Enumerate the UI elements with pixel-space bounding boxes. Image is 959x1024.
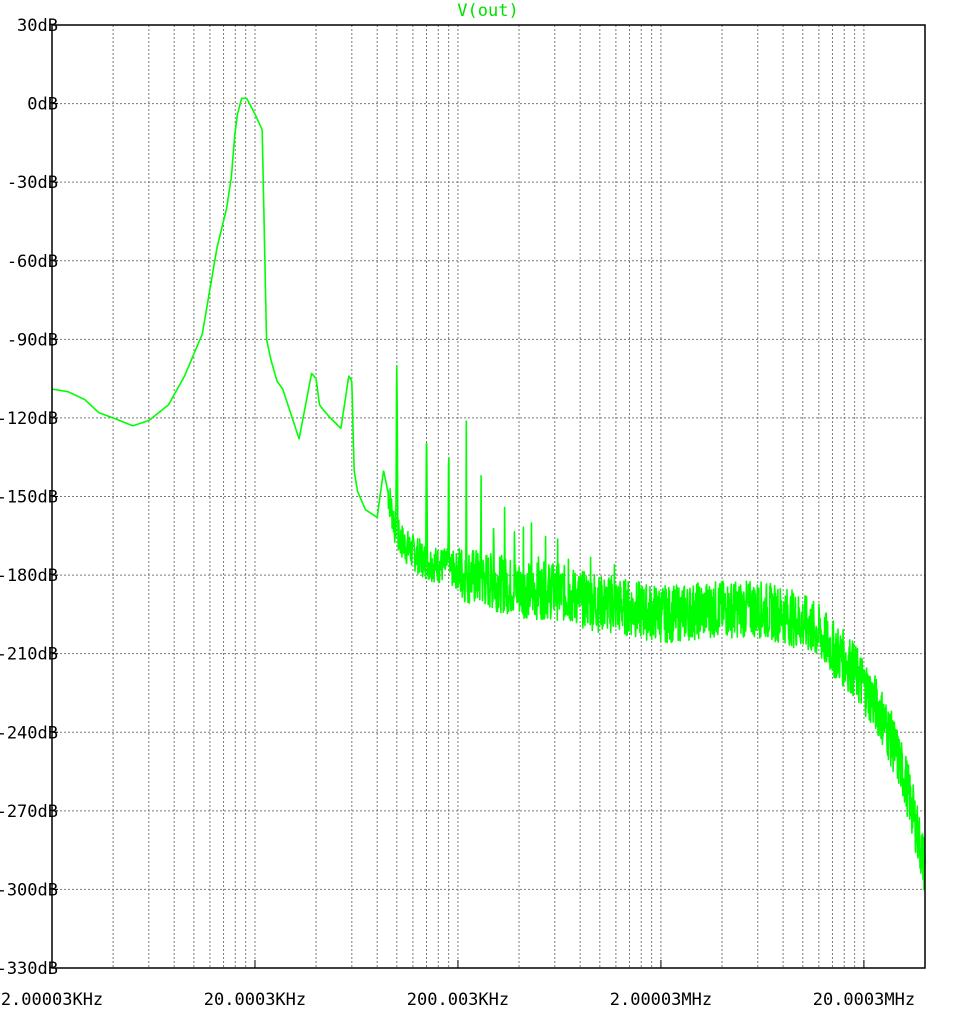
y-tick-label: -270dB bbox=[0, 802, 58, 822]
grid-lines bbox=[52, 25, 926, 968]
x-tick-label: 20.0003MHz bbox=[813, 990, 915, 1010]
y-tick-label: 0dB bbox=[27, 95, 58, 115]
y-tick-label: -120dB bbox=[0, 409, 58, 429]
y-tick-label: -90dB bbox=[7, 330, 58, 350]
y-axis-ticks: 30dB 0dB -30dB -60dB -90dB -120dB -150dB -180dB… bbox=[0, 16, 58, 979]
y-tick-label: -300dB bbox=[0, 880, 58, 900]
y-tick-label: -150dB bbox=[0, 488, 58, 508]
y-tick-label: -180dB bbox=[0, 566, 58, 586]
series-line-vout bbox=[51, 97, 926, 891]
series-layer bbox=[51, 97, 926, 891]
x-tick-label: 2.00003MHz bbox=[610, 990, 712, 1010]
chart-title: V(out) bbox=[457, 1, 518, 21]
y-tick-label: -210dB bbox=[0, 645, 58, 665]
x-tick-label: 2.00003KHz bbox=[1, 990, 103, 1010]
y-tick-label: -330dB bbox=[0, 959, 58, 979]
x-axis-ticks: 2.00003KHz 20.0003KHz 200.003KHz 2.00003MHz… bbox=[1, 960, 915, 1010]
x-tick-label: 20.0003KHz bbox=[204, 990, 306, 1010]
x-tick-label: 200.003KHz bbox=[407, 990, 509, 1010]
y-tick-label: -30dB bbox=[7, 173, 58, 193]
y-tick-label: -240dB bbox=[0, 723, 58, 743]
y-tick-label: 30dB bbox=[17, 16, 58, 36]
y-tick-label: -60dB bbox=[7, 252, 58, 272]
